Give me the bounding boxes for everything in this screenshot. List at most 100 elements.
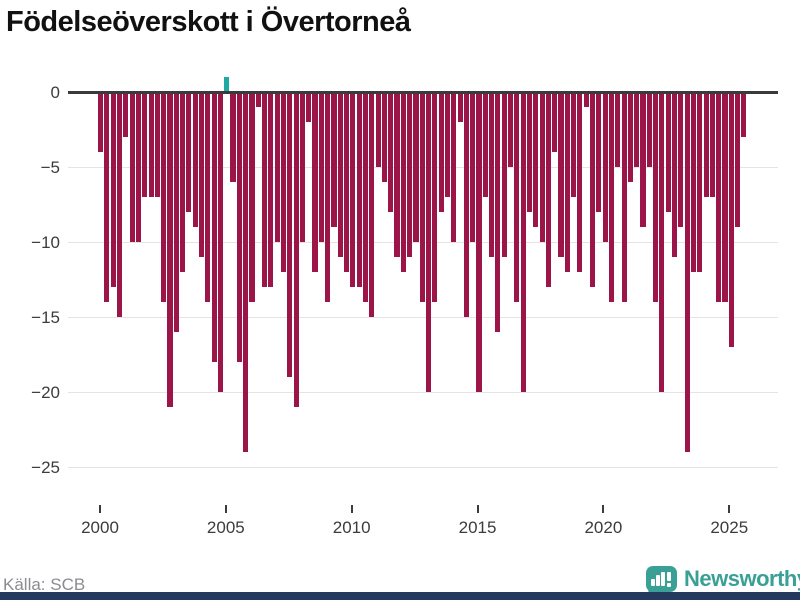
bar-2006q3 — [262, 92, 268, 287]
bar-2017q2 — [533, 92, 539, 227]
chart-title: Födelseöverskott i Övertorneå — [6, 6, 411, 38]
bar-2008q1 — [299, 92, 305, 242]
logo-bar-icon — [651, 579, 655, 586]
gridline — [68, 467, 778, 468]
bar-2008q4 — [318, 92, 324, 242]
bar-2007q4 — [293, 92, 299, 407]
bar-2000q4 — [116, 92, 123, 317]
bar-2021q2 — [634, 92, 640, 167]
bar-2002q1 — [148, 92, 154, 197]
bar-2013q3 — [438, 92, 444, 212]
bar-2017q1 — [526, 92, 533, 212]
bar-2010q4 — [369, 92, 375, 317]
bar-2018q3 — [564, 92, 570, 272]
bar-2013q4 — [444, 92, 451, 197]
x-axis-tick-mark — [350, 505, 353, 513]
bar-2021q1 — [627, 92, 633, 182]
y-axis-tick-label: −10 — [31, 233, 60, 252]
bar-2015q3 — [489, 92, 495, 257]
bar-2016q1 — [501, 92, 507, 257]
bar-2010q3 — [362, 92, 369, 302]
bar-2002q4 — [167, 92, 173, 407]
logo-chart-bubble-icon — [646, 566, 677, 592]
x-axis-tick-label: 2005 — [206, 518, 245, 537]
bar-2016q2 — [508, 92, 514, 167]
bar-2009q3 — [337, 92, 343, 257]
bar-2014q4 — [470, 92, 476, 242]
bar-2022q3 — [665, 92, 671, 212]
bar-2020q4 — [621, 92, 627, 302]
y-axis-tick-label: 0 — [50, 83, 60, 102]
bar-2001q3 — [135, 92, 141, 242]
bar-2003q1 — [173, 92, 179, 332]
bar-2025q2 — [735, 92, 741, 227]
bar-2021q4 — [646, 92, 652, 167]
bar-2007q3 — [287, 92, 293, 377]
bar-2019q2 — [583, 92, 589, 107]
bar-2008q3 — [312, 92, 318, 272]
bar-2007q1 — [274, 92, 280, 242]
bar-2019q4 — [596, 92, 602, 212]
bar-2014q3 — [463, 92, 469, 317]
bar-2004q3 — [211, 92, 217, 362]
bar-2008q2 — [306, 92, 312, 122]
y-axis-tick-label: −25 — [31, 458, 60, 477]
bar-2011q2 — [381, 92, 387, 182]
bar-2018q4 — [571, 92, 577, 197]
bar-2005q2 — [230, 92, 236, 182]
bar-2004q2 — [205, 92, 211, 302]
bar-2012q2 — [407, 92, 413, 257]
bar-2020q1 — [602, 92, 608, 242]
x-axis-tick-mark — [728, 505, 731, 513]
bar-2013q1 — [426, 92, 432, 392]
bar-2017q4 — [545, 92, 551, 287]
bar-2019q3 — [589, 92, 596, 287]
logo-bar-icon — [661, 572, 665, 586]
bar-2010q1 — [350, 92, 356, 287]
bar-2016q3 — [514, 92, 520, 302]
bar-2000q2 — [104, 92, 110, 302]
logo-exclamation-dot-icon — [667, 583, 671, 587]
x-axis-tick-label: 2010 — [332, 518, 371, 537]
zero-axis-line — [68, 91, 778, 94]
bar-2017q3 — [539, 92, 545, 242]
bar-2003q3 — [186, 92, 192, 212]
logo-exclamation-icon — [667, 572, 671, 581]
bar-2015q1 — [476, 92, 482, 392]
bar-2004q1 — [198, 92, 205, 257]
y-axis-tick-label: −20 — [31, 383, 60, 402]
bar-2007q2 — [280, 92, 287, 272]
bar-2012q1 — [400, 92, 406, 272]
gridline — [68, 392, 778, 393]
bar-2005q4 — [243, 92, 249, 452]
bottom-accent-strip — [0, 592, 800, 600]
x-axis-tick-mark — [602, 505, 605, 513]
x-axis-tick-label: 2020 — [584, 518, 623, 537]
bar-2001q2 — [129, 92, 135, 242]
bar-2023q1 — [678, 92, 684, 227]
newsworthy-logo: Newsworthy — [646, 564, 800, 599]
y-axis-tick-label: −15 — [31, 308, 60, 327]
bar-2023q2 — [684, 92, 690, 452]
x-axis-tick-mark — [476, 505, 479, 513]
bar-2001q4 — [142, 92, 148, 197]
brand-name: Newsworthy — [684, 566, 800, 591]
bar-2021q3 — [640, 92, 646, 227]
bar-2025q1 — [728, 92, 734, 347]
bar-2025q3 — [741, 92, 747, 137]
bar-2002q2 — [154, 92, 160, 197]
bar-2000q1 — [98, 92, 104, 152]
bar-2006q4 — [268, 92, 274, 287]
bar-2001q1 — [123, 92, 129, 137]
bar-2014q1 — [451, 92, 457, 242]
bar-2011q4 — [394, 92, 400, 257]
bar-2018q2 — [558, 92, 564, 257]
bar-2023q4 — [697, 92, 703, 272]
bar-2022q2 — [659, 92, 665, 392]
bar-2024q4 — [722, 92, 728, 302]
bar-2006q2 — [255, 92, 261, 107]
bar-2006q1 — [249, 92, 255, 302]
bar-2000q3 — [110, 92, 116, 287]
bar-2018q1 — [552, 92, 558, 152]
bar-2020q2 — [608, 92, 615, 302]
